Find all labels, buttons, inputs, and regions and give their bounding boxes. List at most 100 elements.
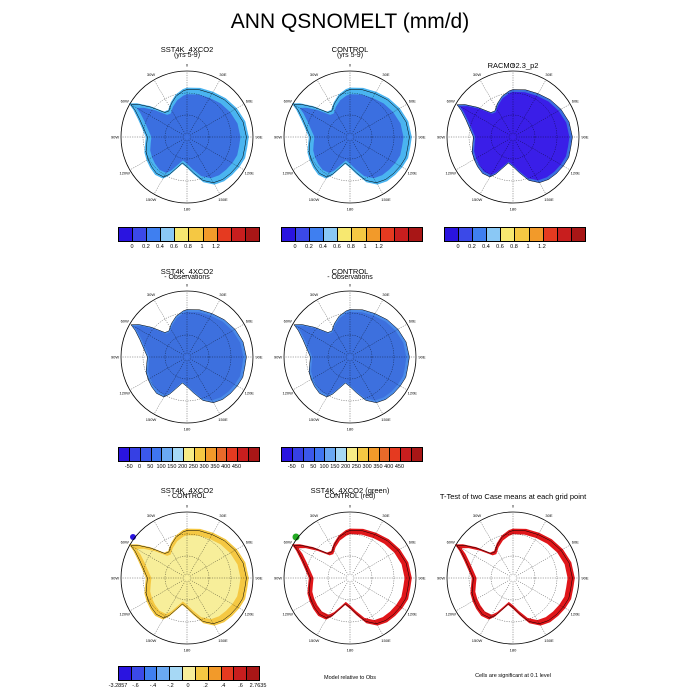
meridian-line xyxy=(316,139,349,195)
colorbar-tick-label: 350 xyxy=(373,464,383,470)
colorbar-tick-label: 400 xyxy=(384,464,394,470)
panel-subtitle: (yrs 5-9) xyxy=(173,52,201,59)
colorbar-swatch xyxy=(144,667,158,680)
colorbar-2 xyxy=(281,227,423,242)
meridian-line xyxy=(189,544,245,577)
colorbar-5 xyxy=(281,447,423,462)
colorbar-swatch xyxy=(324,228,339,241)
latitude-circle xyxy=(305,92,395,182)
meridian-line xyxy=(316,580,349,636)
meridian-line xyxy=(292,323,348,356)
longitude-label: 150W xyxy=(472,638,483,643)
coastline xyxy=(130,530,247,624)
meridian-line xyxy=(292,579,348,612)
longitude-label: 180 xyxy=(347,206,354,211)
colorbar-swatch xyxy=(238,448,250,461)
meridian-line xyxy=(153,299,186,355)
colorbar-tick-label: 0.8 xyxy=(510,244,518,250)
map-border xyxy=(446,511,580,645)
longitude-label: 150W xyxy=(472,197,483,202)
longitude-label: 90W xyxy=(111,135,119,140)
meridian-line xyxy=(188,359,221,415)
colorbar-swatch xyxy=(208,667,222,680)
latitude-circle xyxy=(327,334,373,380)
colorbar-tick-label: -3.2857 xyxy=(108,683,128,689)
meridian-line xyxy=(189,103,245,136)
meridian-line xyxy=(479,520,512,576)
colorbar-swatch xyxy=(194,448,206,461)
colorbar-3 xyxy=(444,227,586,242)
longitude-label: 30E xyxy=(382,513,389,518)
longitude-label: 60W xyxy=(447,540,455,545)
meridian-line xyxy=(515,544,571,577)
longitude-label: 120E xyxy=(408,390,418,395)
meridian-line xyxy=(189,323,245,356)
meridian-line xyxy=(479,580,512,636)
colorbar-tick-label: 0.8 xyxy=(184,244,192,250)
meridian-line xyxy=(455,579,511,612)
longitude-label: 60W xyxy=(284,540,292,545)
colorbar-tick-label: 1 xyxy=(526,244,530,250)
colorbar-swatch xyxy=(216,448,228,461)
colorbar-tick-label: 450 xyxy=(231,464,242,470)
longitude-label: 90W xyxy=(274,576,282,581)
longitude-label: 90W xyxy=(437,135,445,140)
longitude-label: 180 xyxy=(510,647,517,652)
meridian-line xyxy=(189,138,245,171)
coastline xyxy=(130,89,247,183)
longitude-label: 120W xyxy=(282,170,293,175)
longitude-label: 90E xyxy=(418,355,425,360)
colorbar-swatch xyxy=(247,667,259,680)
interior-fill xyxy=(136,94,241,179)
colorbar-tick-label: 450 xyxy=(394,464,405,470)
colorbar-tick-label: 2.7635 xyxy=(249,683,267,689)
longitude-label: 150E xyxy=(381,197,391,202)
longitude-label: 150E xyxy=(544,197,554,202)
colorbar-swatch xyxy=(231,228,246,241)
significance-note: Cells are significant at 0.1 level xyxy=(475,673,551,679)
longitude-label: 60W xyxy=(284,99,292,104)
interior-fill xyxy=(136,535,241,620)
colorbar-swatch xyxy=(459,228,474,241)
panel-title: RACMO2.3_p2 xyxy=(487,61,539,70)
longitude-label: 0 xyxy=(186,283,189,288)
longitude-label: 30E xyxy=(219,72,226,77)
longitude-label: 30W xyxy=(473,513,481,518)
longitude-label: 180 xyxy=(184,206,191,211)
colorbar-swatch xyxy=(347,448,358,461)
colorbar-swatch xyxy=(412,448,422,461)
longitude-label: 30E xyxy=(382,72,389,77)
colorbar-swatch xyxy=(170,667,184,680)
panel-subtitle: - CONTROL xyxy=(167,493,207,500)
longitude-label: 120W xyxy=(119,611,130,616)
meridian-line xyxy=(129,544,185,577)
longitude-label: 60W xyxy=(121,319,129,324)
map-border xyxy=(283,511,417,645)
coastline xyxy=(456,530,573,624)
colorbar-tick-label: 1.2 xyxy=(375,244,383,250)
colorbar-swatch xyxy=(282,228,297,241)
longitude-label: 120W xyxy=(445,170,456,175)
meridian-line xyxy=(129,103,185,136)
colorbar-swatch xyxy=(119,667,132,680)
longitude-label: 150E xyxy=(218,197,228,202)
colorbar-tick-label: 1.2 xyxy=(538,244,546,250)
latitude-circle xyxy=(327,555,373,601)
longitude-label: 90W xyxy=(437,576,445,581)
coastline xyxy=(293,530,410,624)
longitude-label: 180 xyxy=(510,206,517,211)
colorbar-tick-label: 0 xyxy=(456,244,460,250)
meridian-line xyxy=(352,544,408,577)
colorbar-tick-label: 0.4 xyxy=(319,244,327,250)
colorbar-swatch xyxy=(352,228,367,241)
colorbar-6 xyxy=(118,666,260,681)
colorbar-swatch xyxy=(133,228,148,241)
main-title: ANN QSNOMELT (mm/d) xyxy=(230,10,470,33)
colorbar-tick-label: 0.4 xyxy=(482,244,490,250)
interior-fill xyxy=(133,311,244,401)
meridian-line xyxy=(188,79,221,135)
panel-subtitle: CONTROL (red) xyxy=(324,493,376,500)
longitude-label: 150W xyxy=(146,197,157,202)
colorbar-swatch xyxy=(249,448,259,461)
meridian-line xyxy=(316,299,349,355)
